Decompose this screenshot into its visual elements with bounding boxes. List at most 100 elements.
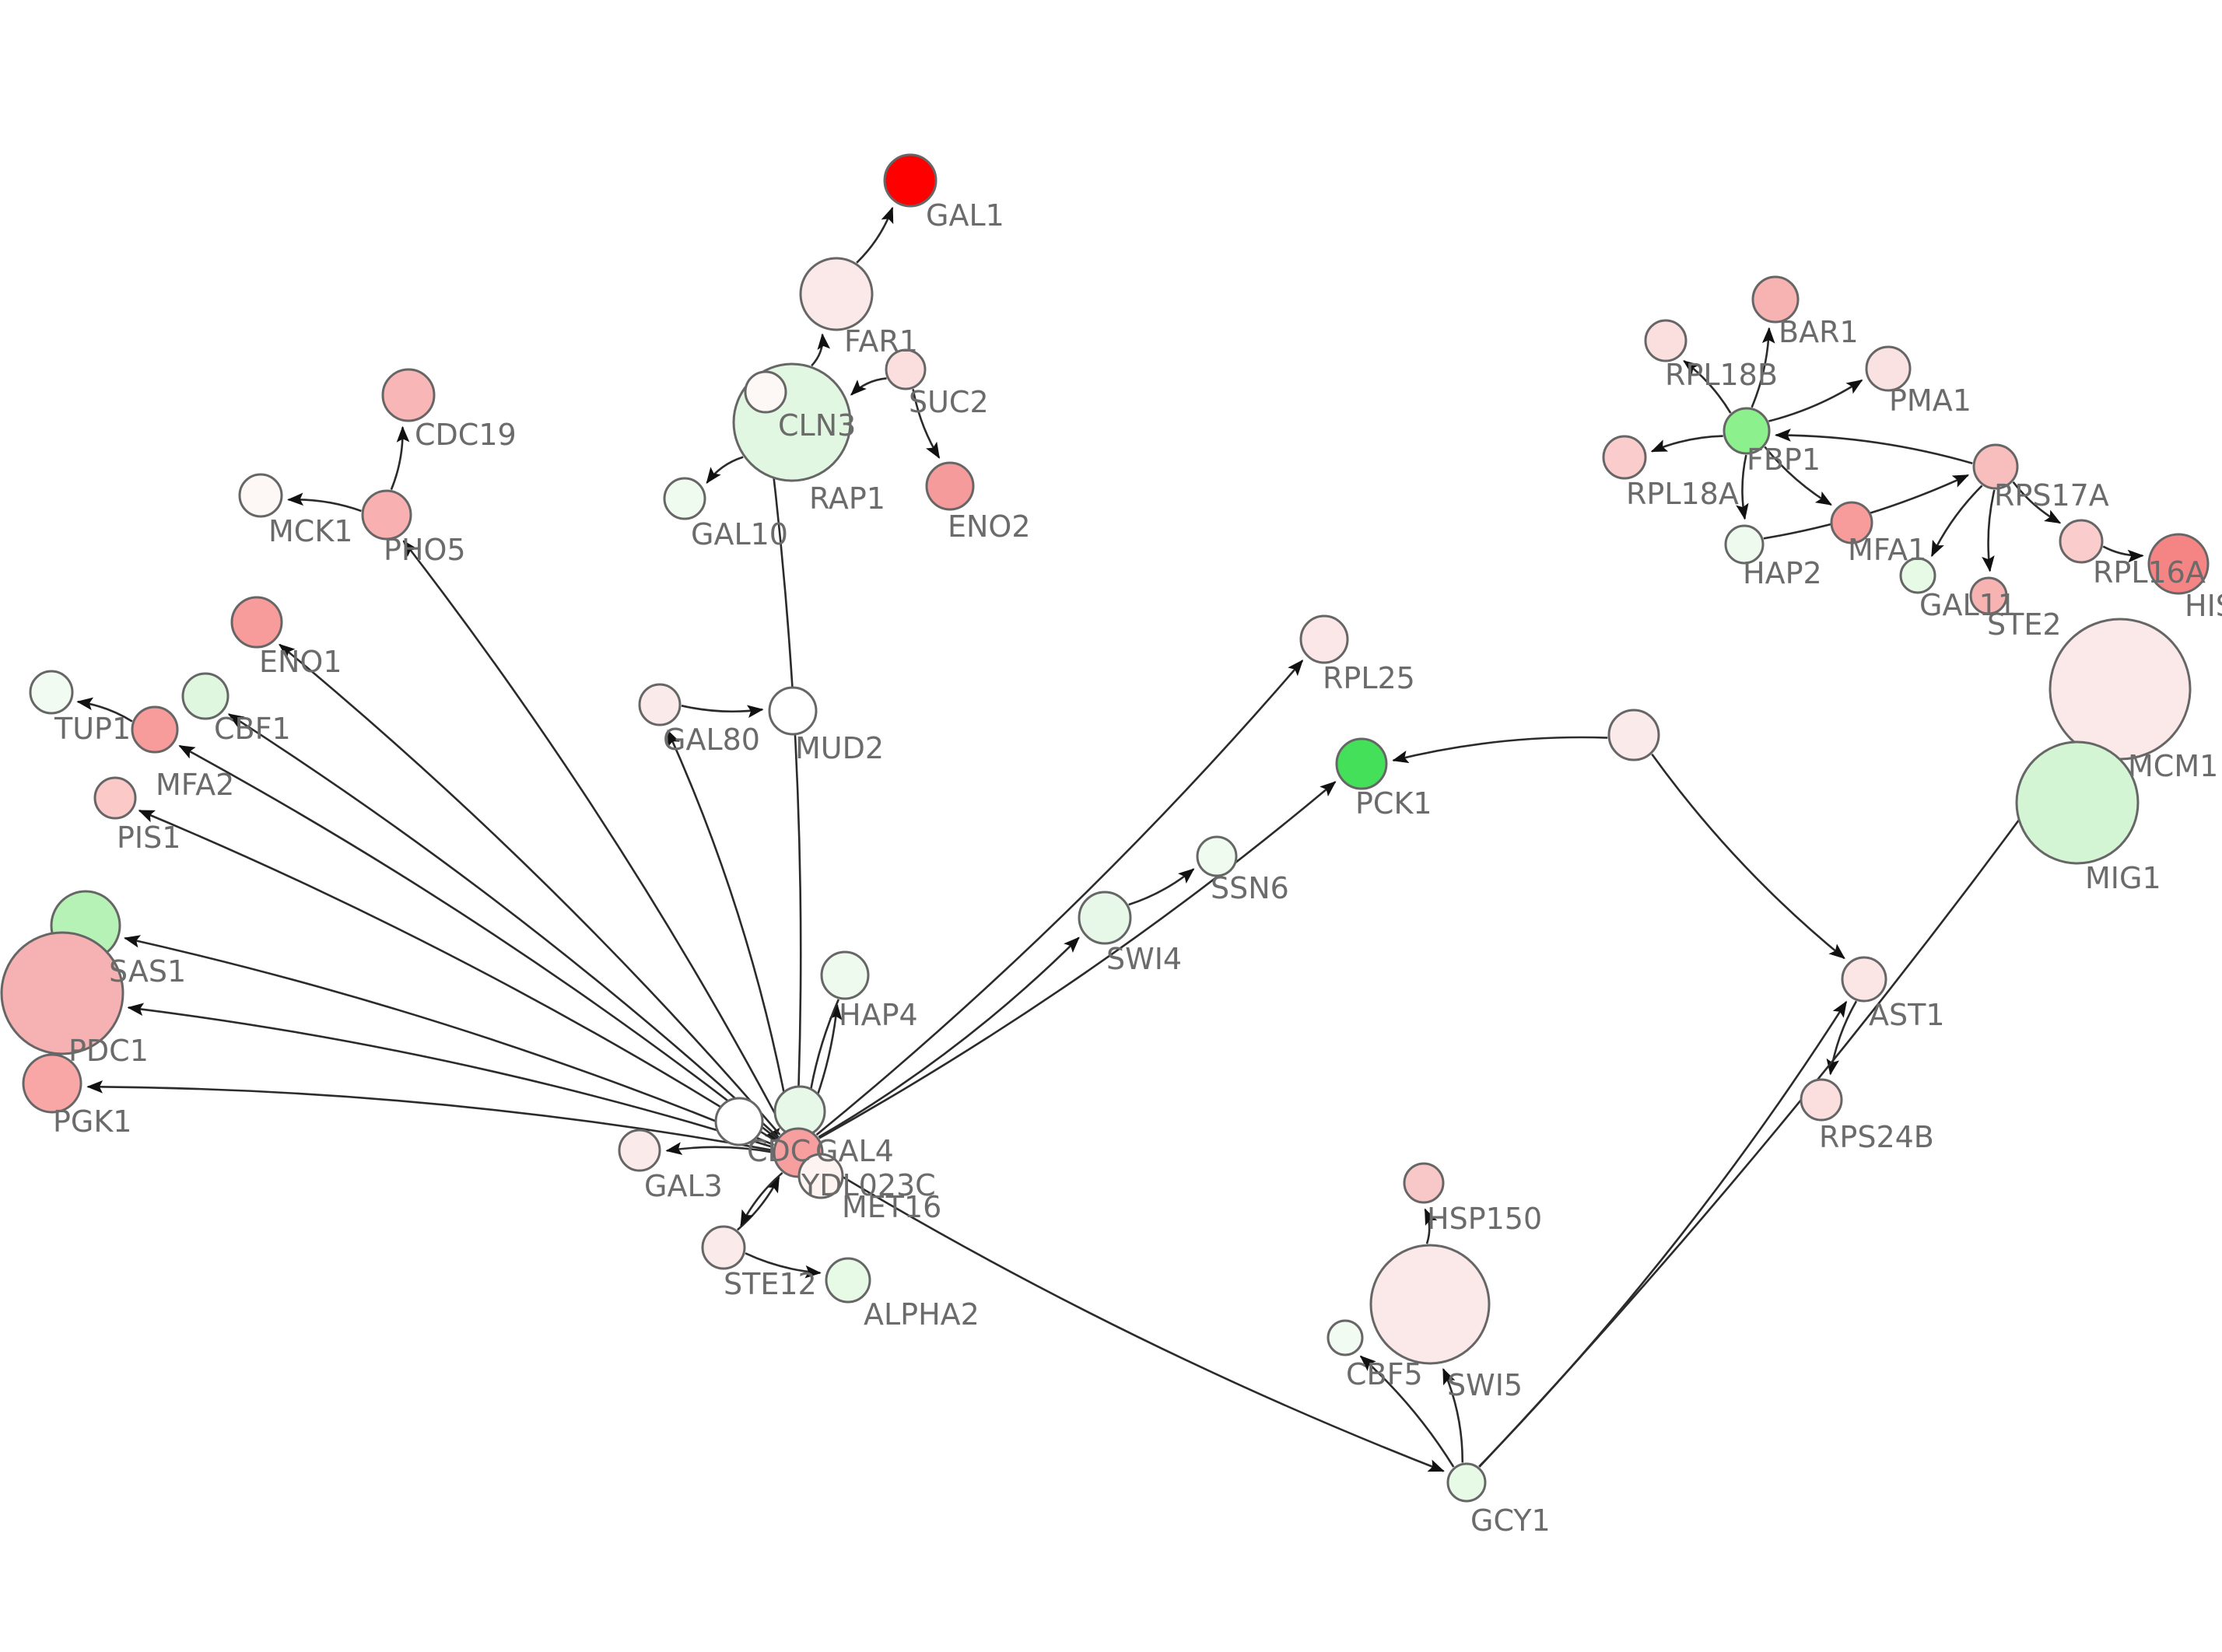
node-label-fbp1: FBP1 — [1747, 443, 1821, 477]
edge-swi5-to-hsp150 — [1424, 1208, 1438, 1244]
node-tup1[interactable] — [29, 670, 74, 715]
node-gcy1[interactable] — [1446, 1462, 1487, 1503]
node-swi5[interactable] — [1369, 1244, 1491, 1365]
node-ste2[interactable] — [1969, 576, 2008, 615]
node-label-pma1: PMA1 — [1889, 383, 1971, 418]
edge-node1-to-ast1 — [1651, 753, 1845, 960]
node-rpl25[interactable] — [1299, 614, 1349, 664]
node-eno2[interactable] — [925, 461, 975, 511]
node-swi4[interactable] — [1078, 891, 1132, 945]
node-node1[interactable] — [1607, 709, 1660, 761]
edge-gcy1-to-swi5 — [1442, 1367, 1464, 1463]
edge-gal4-to-eno1 — [279, 643, 781, 1136]
node-label-his4: HIS4 — [2185, 589, 2222, 623]
node-label-gal10: GAL10 — [691, 517, 788, 551]
edge-gcy1-to-cbf5 — [1359, 1355, 1455, 1468]
node-cdc[interactable] — [714, 1097, 764, 1146]
edge-fbp1-to-rpl18b — [1683, 360, 1732, 414]
node-label-eno1: ENO1 — [259, 645, 342, 679]
node-mud2[interactable] — [768, 686, 818, 736]
node-pis1[interactable] — [93, 776, 137, 820]
node-cbf1[interactable] — [181, 672, 230, 720]
node-label-mck1: MCK1 — [268, 514, 352, 548]
edge-rpl16a-to-his4 — [2102, 545, 2144, 563]
edge-ast1-to-rps24b — [1826, 1000, 1858, 1076]
node-his4[interactable] — [2147, 533, 2210, 595]
node-label-rps24b: RPS24B — [1819, 1120, 1934, 1154]
node-label-ydl023c: YDL023C — [801, 1168, 936, 1202]
edge-fbp1-to-pma1 — [1768, 379, 1863, 422]
edge-gal4-to-gal3 — [665, 1142, 773, 1155]
edge-gal4-to-pho5 — [402, 540, 786, 1132]
node-label-cdc: CDC — [747, 1134, 811, 1168]
node-fbp1[interactable] — [1723, 407, 1771, 455]
edge-rps17a-to-gal11 — [1930, 485, 1983, 558]
node-ssn6[interactable] — [1196, 835, 1238, 877]
node-mcm1[interactable] — [2049, 618, 2192, 761]
node-label-sas1: SAS1 — [109, 954, 186, 989]
node-label-suc2: SUC2 — [909, 385, 989, 419]
node-bar1[interactable] — [1751, 275, 1800, 324]
edge-cln3-to-gal10 — [706, 456, 744, 484]
edge-pho5-to-mck1 — [287, 492, 362, 513]
node-pho5[interactable] — [361, 489, 412, 541]
node-pdc1[interactable] — [0, 931, 124, 1055]
node-rpl18a[interactable] — [1602, 435, 1647, 480]
node-pma1[interactable] — [1865, 345, 1912, 392]
labels-layer: GAL1 FAR1 SUC2 ENO2 CLN3 RAP1 GAL10 CDC19 MCK1 PH… — [53, 198, 2222, 1538]
edge-rps17a-to-fbp1 — [1775, 429, 1973, 464]
edge-gal4-to-gcy1 — [820, 1163, 1445, 1472]
edge-swi4-to-ssn6 — [1128, 868, 1195, 906]
node-label-mig1: MIG1 — [2085, 861, 2161, 895]
node-hsp150[interactable] — [1403, 1162, 1445, 1204]
node-gal1[interactable] — [883, 153, 938, 208]
node-rps24b[interactable] — [1800, 1078, 1843, 1122]
node-mfa1[interactable] — [1830, 501, 1873, 544]
edge-gcy1-to-mcm1 — [1478, 747, 2073, 1468]
node-label-ssn6: SSN6 — [1211, 871, 1289, 905]
node-gal3[interactable] — [618, 1129, 661, 1172]
node-hap2[interactable] — [1724, 524, 1765, 565]
node-ydl023c[interactable] — [797, 1153, 844, 1199]
node-hap4[interactable] — [820, 950, 870, 1000]
node-label-pho5: PHO5 — [384, 533, 466, 567]
node-mfa2[interactable] — [131, 705, 179, 754]
node-mig1[interactable] — [2015, 740, 2140, 865]
node-label-far1: FAR1 — [844, 324, 918, 359]
node-mck1[interactable] — [238, 473, 283, 518]
node-suc2[interactable] — [885, 348, 927, 390]
node-pgk1[interactable] — [22, 1053, 82, 1114]
edge-gal4-to-rpl25 — [815, 660, 1304, 1136]
node-label-alpha2: ALPHA2 — [864, 1297, 980, 1332]
node-rap1[interactable] — [744, 370, 787, 414]
node-label-gal4: GAL4 — [815, 1134, 894, 1168]
edge-fbp1-to-bar1 — [1751, 327, 1775, 408]
node-alpha2[interactable] — [825, 1257, 871, 1304]
node-label-rpl25: RPL25 — [1323, 661, 1415, 695]
node-cdc19[interactable] — [381, 368, 436, 422]
node-rps17a[interactable] — [1972, 443, 2019, 490]
node-far1[interactable] — [799, 257, 874, 331]
node-label-bar1: BAR1 — [1779, 315, 1859, 349]
edge-fbp1-to-rpl18a — [1650, 435, 1723, 453]
node-eno1[interactable] — [230, 596, 283, 649]
node-rpl18b[interactable] — [1644, 319, 1688, 362]
edge-gal4-to-pck1 — [818, 781, 1337, 1139]
node-rpl16a[interactable] — [2059, 519, 2104, 564]
node-ste12[interactable] — [701, 1225, 746, 1270]
edge-gal4-to-gal80 — [667, 730, 792, 1129]
node-label-rpl16a: RPL16A — [2093, 555, 2206, 590]
edge-gal4-to-cbf1 — [227, 713, 779, 1138]
node-gal11[interactable] — [1899, 557, 1936, 594]
edge-gal4-to-swi4 — [818, 936, 1080, 1139]
node-pck1[interactable] — [1335, 737, 1388, 790]
edge-rps17a-to-rpl16a — [2012, 481, 2062, 524]
node-ast1[interactable] — [1841, 956, 1887, 1003]
node-gal80[interactable] — [638, 683, 682, 726]
node-cbf5[interactable] — [1327, 1319, 1364, 1356]
node-label-rps17a: RPS17A — [1994, 478, 2109, 513]
node-gal10[interactable] — [663, 477, 706, 520]
edge-suc2-to-cln3 — [850, 377, 887, 396]
edge-gal4-to-pgk1 — [86, 1080, 773, 1152]
